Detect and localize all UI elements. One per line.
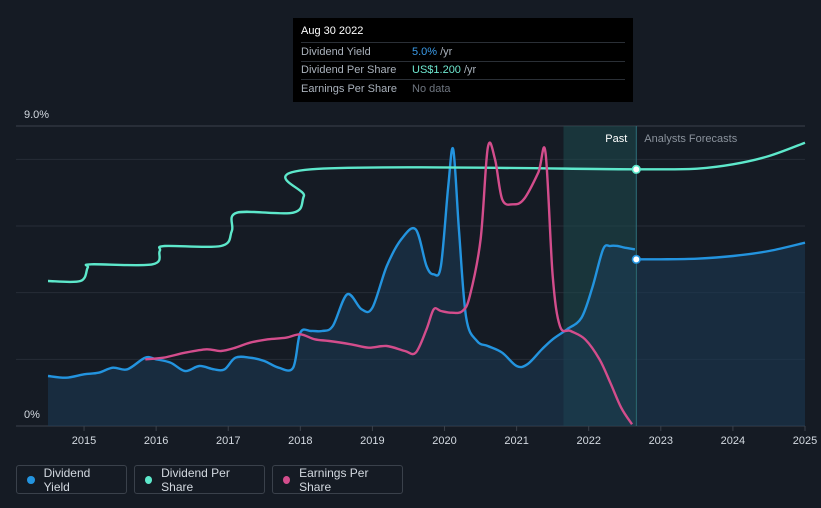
x-tick-label: 2022 — [576, 435, 600, 447]
y-axis-bottom-label: 0% — [24, 409, 40, 421]
legend-dot-icon — [27, 475, 35, 484]
series-areas — [48, 148, 805, 426]
legend-label: Earnings Per Share — [299, 465, 369, 494]
legend-dividend-per-share[interactable]: Dividend Per Share — [134, 465, 265, 494]
earnings-per-share-line — [145, 141, 633, 425]
legend-label: Dividend Yield — [43, 465, 91, 494]
x-tick-label: 2024 — [721, 435, 745, 447]
legend-dividend-yield[interactable]: Dividend Yield — [16, 465, 127, 494]
analysts-forecasts-label: Analysts Forecasts — [644, 133, 737, 145]
legend-label: Dividend Per Share — [161, 465, 230, 494]
tooltip-value: No data — [412, 82, 451, 95]
tooltip-label: Dividend Yield — [301, 45, 371, 58]
dividend-yield-line — [47, 146, 636, 379]
tooltip-value: 5.0% — [412, 45, 438, 58]
dividend-per-share-line — [47, 166, 637, 284]
series-lines — [47, 141, 806, 425]
series-marker — [631, 164, 641, 174]
legend-dot-icon — [145, 475, 153, 484]
tooltip-label: Dividend Per Share — [301, 64, 397, 77]
x-axis-ticks: 2015 2016 2017 2018 2019 2020 2021 2022 2023 2024… — [72, 426, 817, 447]
x-tick-label: 2015 — [72, 435, 96, 447]
tooltip-row-dividend-yield: Dividend Yield 5.0% /yr — [301, 42, 625, 61]
tooltip-date: Aug 30 2022 — [301, 25, 364, 37]
hover-tooltip: Aug 30 2022 Dividend Yield 5.0% /yr Divi… — [293, 18, 633, 102]
dividend-yield-forecast-line — [636, 241, 806, 261]
series-marker — [631, 254, 641, 264]
x-tick-label: 2023 — [649, 435, 673, 447]
x-tick-label: 2017 — [216, 435, 240, 447]
forecast-markers — [631, 164, 641, 264]
x-tick-label: 2018 — [288, 435, 312, 447]
legend-earnings-per-share[interactable]: Earnings Per Share — [272, 465, 403, 494]
x-tick-label: 2019 — [360, 435, 384, 447]
tooltip-unit: /yr — [440, 45, 453, 58]
tooltip-row-dividend-per-share: Dividend Per Share US$1.200 /yr — [301, 60, 625, 80]
tooltip-label: Earnings Per Share — [301, 82, 397, 95]
x-tick-label: 2016 — [144, 435, 168, 447]
y-axis-top-label: 9.0% — [24, 109, 49, 121]
past-label: Past — [605, 133, 627, 145]
tooltip-value: US$1.200 — [412, 64, 461, 77]
tooltip-row-earnings-per-share: Earnings Per Share No data — [301, 79, 625, 98]
x-tick-label: 2021 — [504, 435, 528, 447]
dividend-yield-area — [48, 148, 635, 426]
tooltip-unit: /yr — [463, 64, 477, 77]
legend-dot-icon — [283, 475, 291, 484]
x-tick-label: 2020 — [432, 435, 456, 447]
dividend-per-share-forecast-line — [636, 141, 806, 171]
dividend-yield-forecast-area — [636, 242, 805, 426]
x-tick-label: 2025 — [793, 435, 817, 447]
